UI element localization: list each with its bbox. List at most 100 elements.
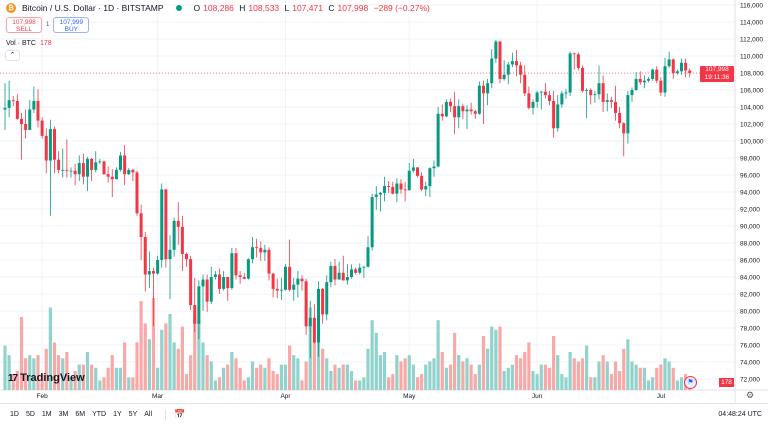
volume-bar: [123, 342, 127, 390]
volume-bar: [292, 355, 296, 390]
x-tick-label: Jul: [657, 393, 666, 400]
volume-bar: [580, 358, 585, 390]
candle-body: [226, 277, 230, 289]
candle-body: [531, 101, 535, 108]
volume-bar: [453, 332, 457, 390]
volume-bar: [189, 355, 193, 390]
volume-bar: [312, 342, 316, 390]
volume-bar: [300, 380, 304, 390]
range-1m[interactable]: 1M: [41, 410, 52, 418]
candle-body: [3, 107, 7, 110]
candle-body: [548, 95, 551, 102]
volume-bar: [395, 355, 399, 390]
buy-price: 107,999: [59, 19, 84, 26]
calendar-icon[interactable]: 📅: [165, 408, 185, 420]
range-5d[interactable]: 5D: [25, 410, 35, 418]
candle-body: [193, 305, 197, 324]
candle-body: [213, 274, 217, 277]
volume-bar: [321, 348, 325, 390]
settings-gear-icon[interactable]: ⚙: [746, 390, 755, 400]
candle-body: [626, 95, 630, 134]
volume-bar: [222, 367, 226, 390]
volume-bar: [564, 377, 568, 390]
volume-bar: [263, 367, 267, 390]
volume-bar: [283, 364, 288, 390]
range-1d[interactable]: 1D: [10, 410, 19, 418]
buy-button[interactable]: 107,999 BUY: [53, 17, 90, 33]
candle-body: [519, 65, 523, 75]
candle-body: [337, 272, 341, 280]
volume-bar: [345, 364, 349, 390]
candle-body: [515, 61, 518, 66]
volume-bar: [519, 358, 523, 390]
volume-bar: [98, 380, 102, 390]
volume-bar: [514, 355, 519, 390]
y-tick-label: 102,000: [740, 122, 764, 129]
volume-bar: [448, 364, 453, 390]
candle-body: [552, 101, 556, 129]
candle-body: [251, 247, 254, 260]
candle-body: [655, 69, 659, 81]
volume-bar: [279, 364, 283, 390]
volume-bar: [490, 326, 494, 390]
events-flag-icon[interactable]: ⚑: [684, 376, 697, 389]
candle-body: [234, 253, 238, 276]
volume-bar: [180, 326, 184, 390]
y-tick-label: 104,000: [740, 105, 764, 112]
price-chart[interactable]: 116,000 114,000 112,000 110,000 108,000 106,0…: [0, 0, 768, 403]
candle-body: [143, 237, 147, 275]
volume-bar: [556, 355, 560, 390]
volume-bar: [552, 336, 556, 390]
buy-label: BUY: [64, 26, 79, 33]
volume-bar: [255, 367, 259, 390]
range-3m[interactable]: 3M: [58, 410, 69, 418]
volume-bar: [605, 361, 609, 390]
candle-body: [436, 113, 440, 167]
candle-body: [490, 58, 494, 84]
volume-bar: [193, 317, 197, 390]
tv-logo-icon: 17: [8, 372, 18, 384]
volume-bar: [151, 298, 156, 390]
candle-body: [65, 169, 69, 171]
candle-body: [453, 106, 457, 118]
candle-body: [296, 278, 300, 285]
candle-body: [523, 74, 527, 94]
candle-body: [114, 169, 118, 180]
candle-body: [77, 163, 81, 175]
volume-bar: [440, 351, 444, 390]
volume-bar: [613, 361, 618, 390]
range-6m[interactable]: 6M: [75, 410, 86, 418]
tradingview-logo[interactable]: 17 TradingView: [8, 372, 85, 384]
candle-body: [420, 175, 424, 190]
candle-body: [486, 83, 490, 94]
range-ytd[interactable]: YTD: [92, 410, 107, 418]
volume-bar: [164, 323, 168, 390]
range-all[interactable]: All: [144, 410, 153, 418]
candle-body: [457, 106, 461, 118]
candle-body: [24, 124, 28, 130]
candle-body: [556, 104, 560, 129]
clock[interactable]: 04:48:24 UTC: [718, 410, 762, 418]
volume-bar: [510, 364, 514, 390]
candle-body: [160, 189, 164, 260]
y-tick-label: 78,000: [740, 326, 760, 333]
range-1y[interactable]: 1Y: [113, 410, 122, 418]
symbol-header: ₿ Bitcoin / U.S. Dollar · 1D · BITSTAMP …: [6, 3, 433, 13]
collapse-legend-button[interactable]: ⌃: [5, 50, 20, 61]
candle-body: [597, 83, 601, 95]
candle-body: [564, 92, 568, 94]
candle-body: [378, 192, 382, 195]
volume-bar: [531, 370, 535, 390]
symbol-title[interactable]: Bitcoin / U.S. Dollar · 1D · BITSTAMP: [22, 3, 164, 13]
range-5y[interactable]: 5Y: [128, 410, 138, 418]
candle-body: [189, 259, 193, 306]
volume-bar: [415, 377, 420, 390]
candle-body: [345, 277, 349, 281]
candle-body: [119, 155, 122, 170]
close-value: 107,998: [337, 3, 369, 13]
volume-bar: [428, 361, 432, 390]
candle-body: [69, 170, 73, 172]
y-tick-label: 86,000: [740, 258, 760, 265]
volume-bar: [246, 377, 250, 390]
sell-button[interactable]: 107,998 SELL: [6, 17, 42, 33]
